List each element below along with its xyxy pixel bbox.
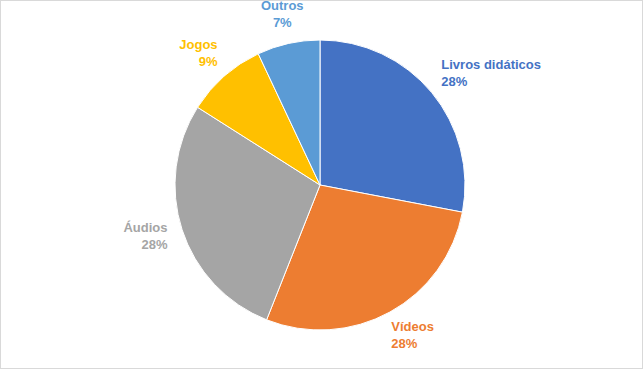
slice-name: Livros didáticos: [441, 57, 541, 72]
slice-name: Áudios: [123, 220, 167, 235]
data-labels: Livros didáticos 28% Vídeos 28% Áudios 28% Jog…: [123, 0, 541, 351]
slice-value: 28%: [391, 336, 417, 351]
slice-value: 28%: [441, 74, 467, 89]
chart: Livros didáticos 28% Vídeos 28% Áudios 28% Jog…: [0, 0, 643, 369]
data-label: Vídeos 28%: [391, 319, 434, 351]
slice-name: Vídeos: [391, 319, 434, 334]
slice-value: 7%: [273, 15, 292, 30]
slice-value: 9%: [199, 54, 218, 69]
data-label: Áudios 28%: [123, 220, 167, 252]
data-label: Jogos 9%: [179, 37, 218, 69]
slice-value: 28%: [141, 237, 167, 252]
slice-name: Outros: [261, 0, 304, 13]
chart-frame: [1, 1, 643, 369]
data-label: Outros 7%: [261, 0, 304, 30]
data-label: Livros didáticos 28%: [441, 57, 541, 89]
pie: [175, 40, 465, 330]
pie-slice: [258, 40, 320, 185]
slice-name: Jogos: [179, 37, 217, 52]
